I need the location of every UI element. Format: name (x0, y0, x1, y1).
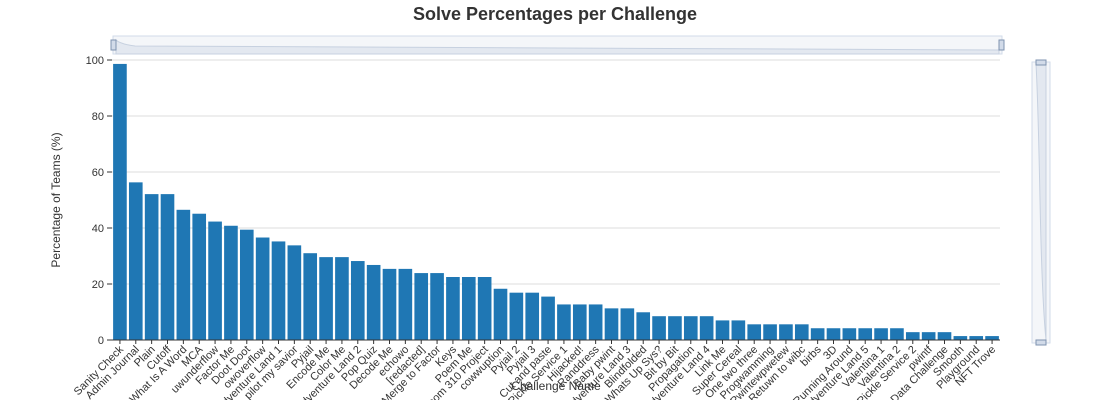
y-axis-ticks: 0 20 40 60 80 100 (86, 55, 112, 347)
bar[interactable] (953, 336, 968, 340)
y-tick-label: 40 (92, 223, 104, 235)
y-tick-label: 80 (92, 111, 104, 123)
bar[interactable] (763, 324, 777, 340)
bar[interactable] (683, 316, 698, 340)
x-zoom-slider[interactable] (110, 35, 1005, 55)
y-tick-label: 60 (92, 167, 104, 179)
bar[interactable] (287, 245, 302, 340)
bar[interactable] (192, 213, 207, 340)
bar[interactable] (779, 324, 793, 340)
bar[interactable] (461, 277, 476, 340)
bar[interactable] (636, 312, 651, 340)
bar[interactable] (224, 225, 238, 340)
y-tick-label: 100 (86, 55, 104, 67)
x-zoom-right-handle[interactable] (998, 39, 1005, 51)
bar[interactable] (303, 253, 318, 340)
bar[interactable] (430, 273, 444, 340)
bar[interactable] (255, 237, 270, 340)
bar[interactable] (271, 241, 286, 340)
bar[interactable] (398, 268, 413, 340)
bar[interactable] (620, 308, 635, 340)
bar[interactable] (239, 229, 254, 340)
bar[interactable] (208, 221, 222, 340)
bar[interactable] (525, 292, 540, 340)
bar[interactable] (572, 304, 587, 340)
bar[interactable] (588, 304, 603, 340)
bar[interactable] (128, 182, 143, 340)
bar[interactable] (985, 336, 999, 340)
bar[interactable] (747, 324, 762, 340)
bars (113, 63, 999, 341)
x-zoom-left-handle[interactable] (110, 39, 117, 51)
y-zoom-preview (1035, 63, 1047, 341)
bar[interactable] (366, 264, 381, 340)
bar[interactable] (446, 277, 460, 340)
bar[interactable] (699, 316, 714, 340)
bar[interactable] (731, 320, 746, 340)
chart-title: Solve Percentages per Challenge (413, 4, 697, 24)
bar[interactable] (874, 328, 888, 340)
y-zoom-slider[interactable] (1031, 59, 1051, 346)
bar[interactable] (160, 194, 175, 340)
bar[interactable] (477, 277, 492, 340)
bar[interactable] (541, 296, 555, 340)
y-zoom-bottom-handle[interactable] (1035, 339, 1047, 346)
bar[interactable] (319, 257, 333, 340)
bar[interactable] (937, 332, 952, 340)
bar[interactable] (604, 308, 619, 340)
bar[interactable] (842, 328, 857, 340)
bar[interactable] (905, 332, 920, 340)
bar[interactable] (509, 292, 524, 340)
bar[interactable] (335, 257, 349, 340)
bar[interactable] (176, 209, 191, 340)
bar[interactable] (921, 332, 936, 340)
bar[interactable] (969, 336, 984, 340)
bar[interactable] (414, 273, 429, 340)
bar[interactable] (890, 328, 904, 340)
bar[interactable] (382, 268, 397, 340)
bar[interactable] (810, 328, 825, 340)
bar[interactable] (858, 328, 873, 340)
y-tick-label: 20 (92, 279, 104, 291)
bar[interactable] (350, 261, 365, 340)
x-axis-label: Challenge Name (511, 379, 601, 393)
y-axis-label: Percentage of Teams (%) (49, 132, 63, 267)
y-tick-label: 0 (98, 335, 104, 347)
bar[interactable] (668, 316, 682, 340)
bar[interactable] (826, 328, 841, 340)
bar[interactable] (652, 316, 666, 340)
bar[interactable] (144, 194, 159, 340)
bar[interactable] (715, 320, 730, 340)
bar[interactable] (557, 304, 571, 340)
bar[interactable] (493, 288, 508, 340)
bar[interactable] (794, 324, 809, 340)
y-zoom-top-handle[interactable] (1035, 59, 1047, 66)
bar[interactable] (113, 63, 127, 341)
